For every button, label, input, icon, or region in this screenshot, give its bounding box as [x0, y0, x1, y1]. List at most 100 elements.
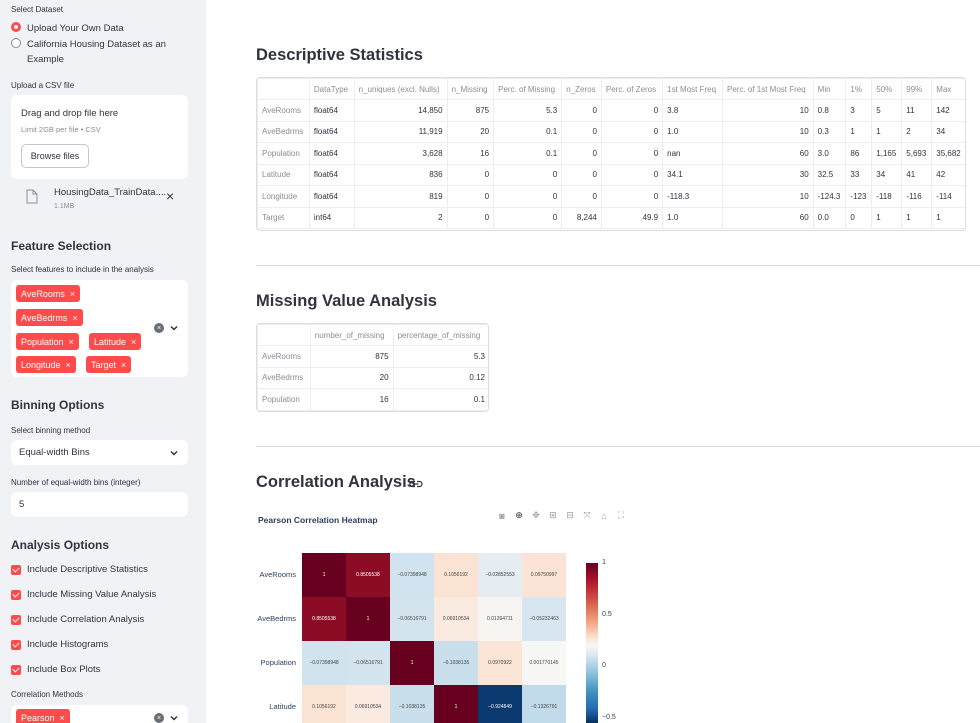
heatmap-cell[interactable]: 0.06910534	[434, 597, 478, 641]
checkbox-missing-values[interactable]: Include Missing Value Analysis	[11, 589, 156, 600]
column-header[interactable]: Perc. of Missing	[493, 78, 563, 100]
column-header[interactable]: n_uniques (excl. Nulls)	[353, 78, 448, 100]
column-header[interactable]: percentage_of_missing	[392, 324, 488, 346]
heatmap-cell[interactable]: −0.06516791	[346, 641, 390, 685]
column-header[interactable]: Perc. of 1st Most Freq	[722, 78, 814, 100]
heatmap-cell[interactable]: 1	[390, 641, 434, 685]
remove-tag-icon[interactable]: ×	[72, 312, 78, 323]
pan-icon[interactable]: ✥	[532, 510, 540, 520]
column-header[interactable]: 1%	[845, 78, 873, 100]
feature-tag[interactable]: AveBedrms ×	[16, 309, 83, 326]
zoom-icon[interactable]: ⊕	[515, 510, 523, 520]
heatmap-cell[interactable]: 0.8505538	[346, 553, 390, 597]
checkbox-descriptive-stats[interactable]: Include Descriptive Statistics	[11, 564, 148, 575]
chevron-down-icon[interactable]	[169, 448, 179, 458]
column-header[interactable]: n_Zeros	[561, 78, 602, 100]
table-row[interactable]: Latitude float64 836 0 0 0 0 34.1 30 32.5 33 34 41 42	[257, 163, 965, 186]
remove-tag-icon[interactable]: ×	[65, 359, 71, 370]
heatmap-cell[interactable]: 0.1056192	[434, 553, 478, 597]
column-header[interactable]: n_Missing	[446, 78, 495, 100]
correlation-methods-multiselect[interactable]: Pearson × ×	[11, 705, 188, 723]
missing-values-table[interactable]: number_of_missing percentage_of_missing Av…	[256, 323, 489, 412]
table-row[interactable]: AveBedrms float64 11,919 20 0.1 0 0 1.0 10 0.3 1 1 2…	[257, 120, 965, 143]
zoom-out-icon[interactable]: ⊟	[566, 510, 574, 520]
feature-tag[interactable]: Population ×	[16, 333, 79, 350]
radio-unselected-icon[interactable]	[11, 38, 21, 48]
remove-tag-icon[interactable]: ×	[68, 336, 74, 347]
column-header[interactable]	[257, 78, 310, 100]
table-row[interactable]: Population 16 0.1	[257, 388, 488, 411]
checkbox-checked-icon[interactable]	[11, 589, 21, 600]
heatmap-cell[interactable]: 0.1056192	[302, 685, 346, 723]
browse-files-button[interactable]: Browse files	[21, 144, 89, 168]
column-header[interactable]: number_of_missing	[309, 324, 394, 346]
heatmap-cell[interactable]: 0.0970922	[478, 641, 522, 685]
feature-tag[interactable]: AveRooms ×	[16, 285, 81, 302]
table-row[interactable]: Longitude float64 819 0 0 0 0 -118.3 10 -124.3 -12…	[257, 185, 965, 208]
binning-method-select[interactable]: Equal-width Bins	[11, 440, 188, 465]
clear-all-icon[interactable]: ×	[154, 713, 164, 723]
table-row[interactable]: AveRooms 875 5.3	[257, 345, 488, 368]
chevron-down-icon[interactable]	[169, 323, 179, 333]
heatmap-cell[interactable]: 0.001770145	[522, 641, 566, 685]
checkbox-box-plots[interactable]: Include Box Plots	[11, 664, 100, 675]
checkbox-checked-icon[interactable]	[11, 614, 21, 625]
remove-tag-icon[interactable]: ×	[131, 336, 137, 347]
heatmap-cell[interactable]: 0.06910534	[346, 685, 390, 723]
remove-tag-icon[interactable]: ×	[121, 359, 127, 370]
chevron-down-icon[interactable]	[169, 713, 179, 723]
checkbox-checked-icon[interactable]	[11, 664, 21, 675]
radio-selected-icon[interactable]	[11, 22, 21, 32]
radio-upload-own-data[interactable]: Upload Your Own Data	[11, 21, 177, 36]
column-header[interactable]: DataType	[308, 78, 355, 100]
clear-all-icon[interactable]: ×	[154, 323, 164, 333]
heatmap-cell[interactable]: 0.09750997	[522, 553, 566, 597]
column-header[interactable]: Min	[812, 78, 847, 100]
remove-tag-icon[interactable]: ×	[69, 288, 76, 299]
remove-tag-icon[interactable]: ×	[59, 712, 65, 723]
heatmap-cell[interactable]: −0.07398948	[302, 641, 346, 685]
correlation-tag[interactable]: Pearson ×	[16, 709, 70, 723]
heatmap-cell[interactable]: −0.02852553	[478, 553, 522, 597]
autoscale-icon[interactable]: ⤧	[583, 510, 591, 520]
bins-count-input[interactable]: 5	[11, 492, 188, 517]
checkbox-checked-icon[interactable]	[11, 639, 21, 650]
heatmap-cell[interactable]: −0.05232463	[522, 597, 566, 641]
feature-multiselect[interactable]: AveRooms × AveBedrms × Population × Latitud…	[11, 280, 188, 377]
column-header[interactable]: 99%	[901, 78, 933, 100]
feature-tag[interactable]: Longitude ×	[16, 356, 76, 373]
fullscreen-icon[interactable]: ⛶	[617, 510, 625, 520]
column-header[interactable]: 1st Most Freq	[662, 78, 723, 100]
table-row[interactable]: Population float64 3,628 16 0.1 0 0 nan 60 3.0 86 1…	[257, 142, 965, 165]
checkbox-checked-icon[interactable]	[11, 564, 21, 575]
heatmap-cell[interactable]: 1	[302, 553, 346, 597]
heatmap-cell[interactable]: −0.1326791	[522, 685, 566, 723]
radio-california-housing[interactable]: California Housing Dataset as an Example	[11, 37, 177, 67]
checkbox-correlation[interactable]: Include Correlation Analysis	[11, 614, 144, 625]
column-header[interactable]: Perc. of Zeros	[600, 78, 664, 100]
heatmap-cell[interactable]: 1	[434, 685, 478, 723]
column-header[interactable]: Max	[931, 78, 965, 100]
camera-icon[interactable]: ◙	[499, 510, 505, 521]
link-icon[interactable]	[409, 479, 423, 489]
column-header[interactable]	[257, 324, 311, 346]
checkbox-histograms[interactable]: Include Histograms	[11, 639, 108, 650]
heatmap-cell[interactable]: −0.924849	[478, 685, 522, 723]
file-dropzone[interactable]: Drag and drop file here Limit 2GB per fi…	[11, 95, 188, 179]
table-row[interactable]: AveRooms float64 14,850 875 5.3 0 0 3.8 10 0.8 3 5 1…	[257, 99, 965, 122]
table-row[interactable]: AveBedrms 20 0.12	[257, 366, 488, 389]
descriptive-stats-table[interactable]: DataType n_uniques (excl. Nulls) n_Missing…	[256, 77, 966, 231]
heatmap-cell[interactable]: −0.06516791	[390, 597, 434, 641]
home-icon[interactable]: ⌂	[601, 510, 607, 521]
table-row[interactable]: Target int64 2 0 0 8,244 49.9 1.0 60 0.0 0 1 1 1	[257, 206, 965, 229]
zoom-in-icon[interactable]: ⊞	[549, 510, 557, 520]
heatmap-cell[interactable]: −0.1038135	[434, 641, 478, 685]
heatmap-cell[interactable]: 0.01394711	[478, 597, 522, 641]
column-header[interactable]: 50%	[871, 78, 903, 100]
feature-tag[interactable]: Target ×	[86, 356, 132, 373]
heatmap-cell[interactable]: 1	[346, 597, 390, 641]
feature-tag[interactable]: Latitude ×	[89, 333, 142, 350]
remove-file-icon[interactable]: ×	[166, 188, 175, 204]
heatmap-cell[interactable]: −0.1038135	[390, 685, 434, 723]
heatmap-cell[interactable]: 0.8505538	[302, 597, 346, 641]
